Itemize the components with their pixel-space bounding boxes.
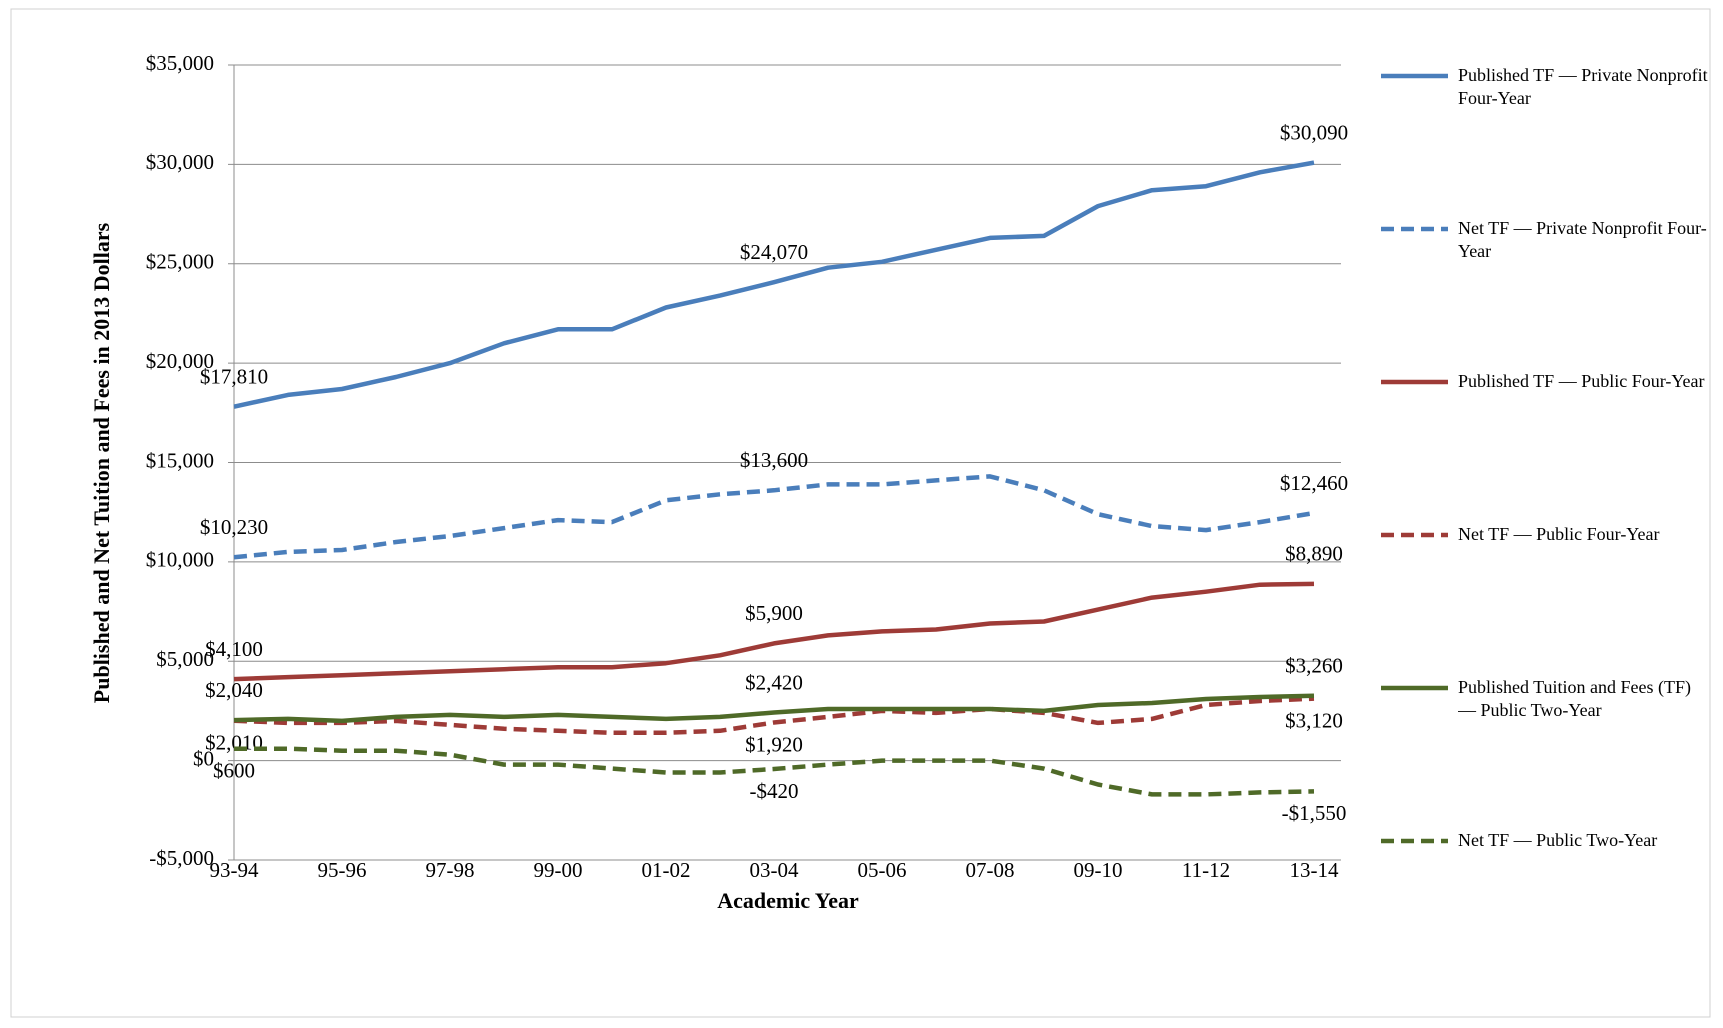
data-label: $3,120: [1285, 708, 1343, 732]
legend-label: Published TF — Public Four-Year: [1458, 371, 1705, 391]
x-tick-label: 99-00: [534, 858, 583, 882]
data-label: -$420: [750, 779, 799, 803]
legend-item: Published TF — Public Four-Year: [1458, 371, 1705, 391]
y-tick-label: $25,000: [146, 250, 214, 274]
x-tick-label: 97-98: [426, 858, 475, 882]
data-label: $3,260: [1285, 654, 1343, 678]
y-tick-label: $5,000: [156, 647, 214, 671]
x-tick-label: 01-02: [642, 858, 691, 882]
y-tick-label: $10,000: [146, 548, 214, 572]
data-label: $30,090: [1280, 120, 1348, 144]
legend-label: Published Tuition and Fees (TF) — Public…: [1458, 677, 1692, 720]
y-tick-label: $20,000: [146, 349, 214, 373]
data-label: $2,420: [745, 670, 803, 694]
data-label: $600: [213, 759, 255, 783]
y-tick-label: -$5,000: [149, 846, 214, 870]
data-label: $17,810: [200, 364, 268, 388]
x-tick-label: 95-96: [318, 858, 367, 882]
data-label: $1,920: [745, 732, 803, 756]
y-axis-title: Published and Net Tuition and Fees in 20…: [89, 222, 114, 703]
legend-label: Net TF — Public Four-Year: [1458, 524, 1660, 544]
x-tick-label: 09-10: [1074, 858, 1123, 882]
data-label: $5,900: [745, 601, 803, 625]
chart-frame: [10, 8, 1711, 1018]
series-line: [233, 581, 1315, 682]
series-line: [234, 746, 1315, 797]
x-tick-label: 07-08: [966, 858, 1015, 882]
data-label: -$1,550: [1282, 801, 1347, 825]
legend-item: Published Tuition and Fees (TF) — Public…: [1458, 677, 1692, 720]
legend-label: Net TF — Public Two-Year: [1458, 830, 1658, 850]
data-label: $8,890: [1285, 542, 1343, 566]
legend-item: Published TF — Private Nonprofit Four-Ye…: [1458, 65, 1708, 108]
data-label: $13,600: [740, 448, 808, 472]
legend-item: Net TF — Public Two-Year: [1458, 830, 1658, 850]
data-label: $24,070: [740, 240, 808, 264]
series-line: [233, 474, 1315, 560]
y-tick-label: $0: [193, 746, 214, 770]
y-tick-label: $15,000: [146, 448, 214, 472]
data-label: $4,100: [205, 637, 263, 661]
legend-item: Net TF — Public Four-Year: [1458, 524, 1660, 544]
x-tick-label: 05-06: [858, 858, 907, 882]
series-line: [233, 693, 1315, 724]
data-label: $10,230: [200, 515, 268, 539]
x-tick-label: 11-12: [1182, 858, 1230, 882]
series-line: [233, 160, 1315, 409]
legend-label: Net TF — Private Nonprofit Four-Year: [1458, 218, 1707, 261]
x-tick-label: 03-04: [750, 858, 799, 882]
legend-item: Net TF — Private Nonprofit Four-Year: [1458, 218, 1707, 261]
y-tick-label: $30,000: [146, 150, 214, 174]
x-tick-label: 13-14: [1290, 858, 1339, 882]
legend-label: Published TF — Private Nonprofit Four-Ye…: [1458, 65, 1708, 108]
y-tick-label: $35,000: [146, 51, 214, 75]
data-label: $12,460: [1280, 471, 1348, 495]
x-tick-label: 93-94: [210, 858, 259, 882]
series-line: [233, 696, 1315, 736]
x-axis-title: Academic Year: [717, 888, 859, 913]
data-label: $2,040: [205, 678, 263, 702]
